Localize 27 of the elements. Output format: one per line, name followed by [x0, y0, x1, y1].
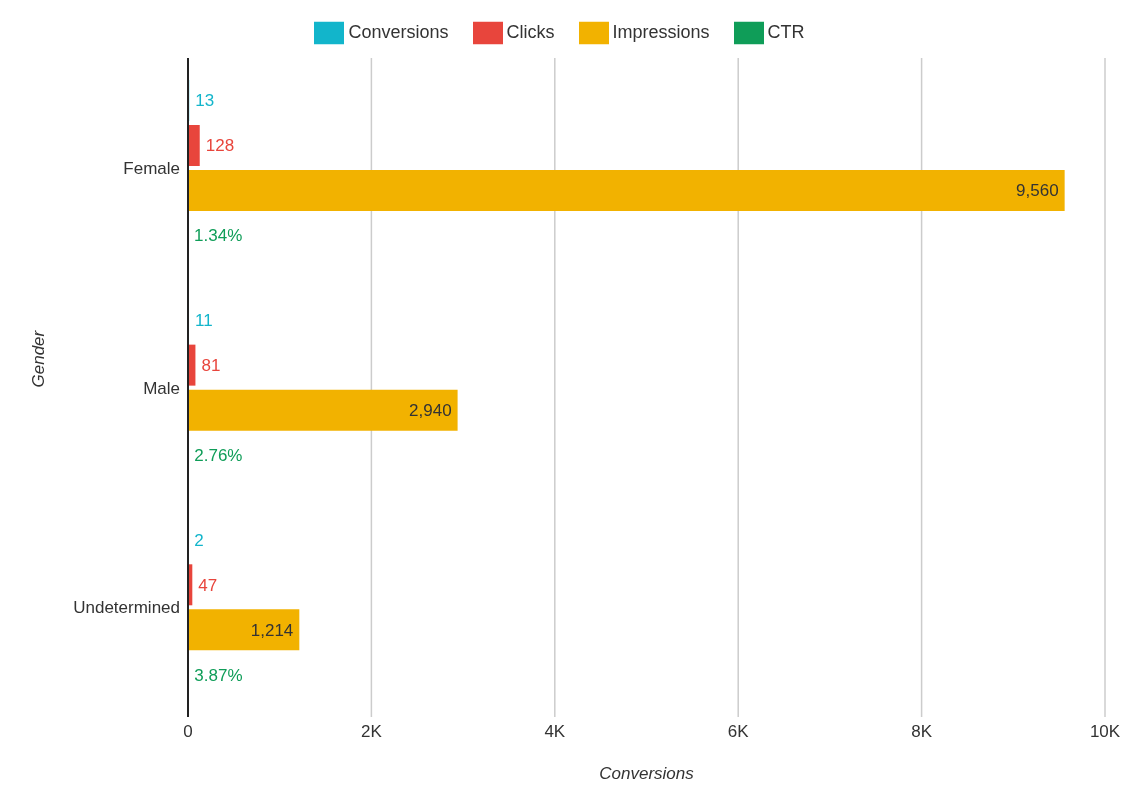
data-label: 1,214 — [250, 620, 294, 640]
legend-label: Conversions — [348, 21, 449, 42]
data-label: 2.76% — [194, 446, 243, 466]
data-label: 2,940 — [409, 401, 452, 421]
y-tick-label: Female — [123, 158, 180, 178]
data-label: 13 — [195, 91, 215, 111]
x-tick-label: 2K — [361, 722, 383, 742]
x-axis-title: Conversions — [599, 764, 695, 784]
x-tick-label: 4K — [544, 722, 566, 742]
data-label: 128 — [205, 136, 235, 156]
data-label: 1.34% — [194, 226, 243, 246]
data-label: 81 — [201, 356, 221, 376]
y-tick-label: Undetermined — [73, 598, 180, 618]
data-label: 9,560 — [1016, 181, 1059, 201]
y-axis-title: Gender — [29, 329, 49, 388]
x-tick-label: 10K — [1089, 722, 1121, 742]
data-label: 2 — [194, 530, 204, 550]
data-label: 3.87% — [194, 665, 243, 685]
legend-label: Impressions — [612, 21, 710, 42]
legend-label: CTR — [767, 21, 805, 42]
x-tick-label: 8K — [911, 722, 933, 742]
data-label: 11 — [195, 311, 213, 331]
x-tick-label: 0 — [183, 722, 193, 742]
y-tick-label: Male — [143, 378, 180, 398]
data-label: 47 — [198, 575, 218, 595]
legend-label: Clicks — [506, 21, 555, 42]
x-tick-label: 6K — [727, 722, 750, 742]
